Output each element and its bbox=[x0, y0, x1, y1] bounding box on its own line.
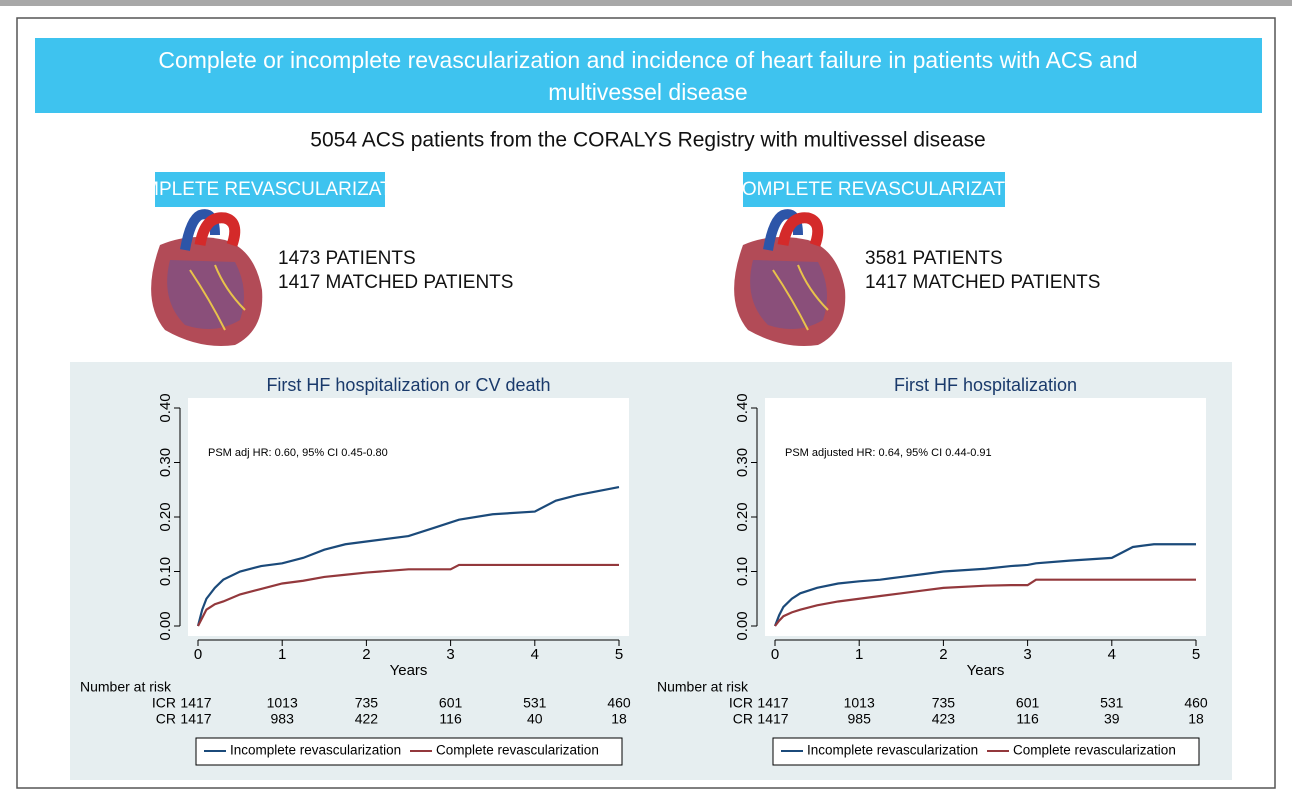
x-tick-label: 1 bbox=[278, 646, 286, 663]
x-tick-label: 4 bbox=[1108, 646, 1116, 663]
y-tick-label: 0.00 bbox=[734, 611, 751, 640]
x-axis-label: Years bbox=[967, 662, 1005, 679]
risk-value: 1417 bbox=[180, 695, 211, 711]
title-line: multivessel disease bbox=[548, 79, 747, 105]
risk-value: 116 bbox=[439, 711, 462, 727]
risk-value: 1013 bbox=[267, 695, 298, 711]
risk-value: 983 bbox=[271, 711, 295, 727]
patient-count: 3581 PATIENTS bbox=[865, 248, 1003, 269]
x-tick-label: 2 bbox=[939, 646, 947, 663]
legend-entry: Complete revascularization bbox=[436, 743, 599, 758]
y-tick-label: 0.00 bbox=[157, 611, 174, 640]
x-tick-label: 1 bbox=[855, 646, 863, 663]
subtitle: 5054 ACS patients from the CORALYS Regis… bbox=[310, 129, 985, 152]
legend-entry: Incomplete revascularization bbox=[230, 743, 401, 758]
risk-value: 1417 bbox=[180, 711, 211, 727]
group-label-box bbox=[155, 172, 385, 207]
title-line: Complete or incomplete revascularization… bbox=[158, 47, 1137, 73]
y-tick-label: 0.30 bbox=[734, 448, 751, 477]
risk-table-title: Number at risk bbox=[80, 679, 172, 695]
legend-entry: Complete revascularization bbox=[1013, 743, 1176, 758]
title-band bbox=[35, 38, 1262, 113]
x-tick-label: 0 bbox=[771, 646, 779, 663]
risk-value: 531 bbox=[523, 695, 547, 711]
risk-value: 1417 bbox=[757, 711, 788, 727]
x-tick-label: 4 bbox=[531, 646, 539, 663]
annotation: PSM adjusted HR: 0.64, 95% CI 0.44-0.91 bbox=[785, 447, 992, 459]
x-axis-label: Years bbox=[390, 662, 428, 679]
group-label: COMPLETE REVASCULARIZATION bbox=[115, 179, 426, 200]
risk-value: 985 bbox=[848, 711, 872, 727]
km-curve bbox=[197, 563, 619, 627]
x-tick-label: 5 bbox=[1192, 646, 1200, 663]
risk-value: 735 bbox=[355, 695, 379, 711]
x-tick-label: 0 bbox=[194, 646, 202, 663]
group-label: INCOMPLETE REVASCULARIZATION bbox=[709, 179, 1039, 200]
risk-value: 1013 bbox=[844, 695, 875, 711]
risk-value: 116 bbox=[1016, 711, 1039, 727]
group-label-box bbox=[743, 172, 1005, 207]
x-tick-label: 5 bbox=[615, 646, 623, 663]
patient-count: 1473 PATIENTS bbox=[278, 248, 416, 269]
risk-row-label: CR bbox=[156, 711, 176, 727]
y-tick-label: 0.20 bbox=[157, 502, 174, 531]
risk-value: 601 bbox=[1016, 695, 1040, 711]
km-curve bbox=[196, 485, 620, 627]
patient-count: 1417 MATCHED PATIENTS bbox=[278, 272, 513, 293]
y-tick-label: 0.30 bbox=[157, 448, 174, 477]
x-tick-label: 3 bbox=[446, 646, 454, 663]
heart-icon bbox=[734, 209, 846, 346]
risk-row-label: ICR bbox=[152, 695, 176, 711]
risk-value: 40 bbox=[527, 711, 543, 727]
risk-table-title: Number at risk bbox=[657, 679, 749, 695]
risk-value: 422 bbox=[355, 711, 379, 727]
km-curve bbox=[774, 578, 1196, 627]
heart-icon bbox=[151, 209, 263, 346]
plot-area bbox=[765, 398, 1206, 636]
risk-row-label: ICR bbox=[729, 695, 753, 711]
risk-value: 423 bbox=[932, 711, 956, 727]
km-curve bbox=[773, 543, 1196, 627]
risk-value: 460 bbox=[1184, 695, 1208, 711]
risk-value: 39 bbox=[1104, 711, 1120, 727]
y-tick-label: 0.10 bbox=[734, 557, 751, 586]
risk-value: 1417 bbox=[757, 695, 788, 711]
risk-value: 735 bbox=[932, 695, 956, 711]
risk-value: 531 bbox=[1100, 695, 1124, 711]
chart-title: First HF hospitalization bbox=[894, 375, 1077, 395]
risk-value: 601 bbox=[439, 695, 463, 711]
annotation: PSM adj HR: 0.60, 95% CI 0.45-0.80 bbox=[208, 447, 388, 459]
plot-area bbox=[188, 398, 629, 636]
legend-entry: Incomplete revascularization bbox=[807, 743, 978, 758]
x-tick-label: 2 bbox=[362, 646, 370, 663]
legend-box bbox=[195, 737, 623, 766]
risk-value: 18 bbox=[1188, 711, 1204, 727]
legend-box bbox=[772, 737, 1200, 766]
risk-value: 18 bbox=[611, 711, 627, 727]
risk-row-label: CR bbox=[733, 711, 753, 727]
y-tick-label: 0.40 bbox=[734, 393, 751, 422]
risk-value: 460 bbox=[607, 695, 631, 711]
chart-title: First HF hospitalization or CV death bbox=[266, 375, 550, 395]
x-tick-label: 3 bbox=[1023, 646, 1031, 663]
y-tick-label: 0.20 bbox=[734, 502, 751, 531]
patient-count: 1417 MATCHED PATIENTS bbox=[865, 272, 1100, 293]
y-tick-label: 0.10 bbox=[157, 557, 174, 586]
y-tick-label: 0.40 bbox=[157, 393, 174, 422]
top-strip bbox=[0, 0, 1292, 6]
